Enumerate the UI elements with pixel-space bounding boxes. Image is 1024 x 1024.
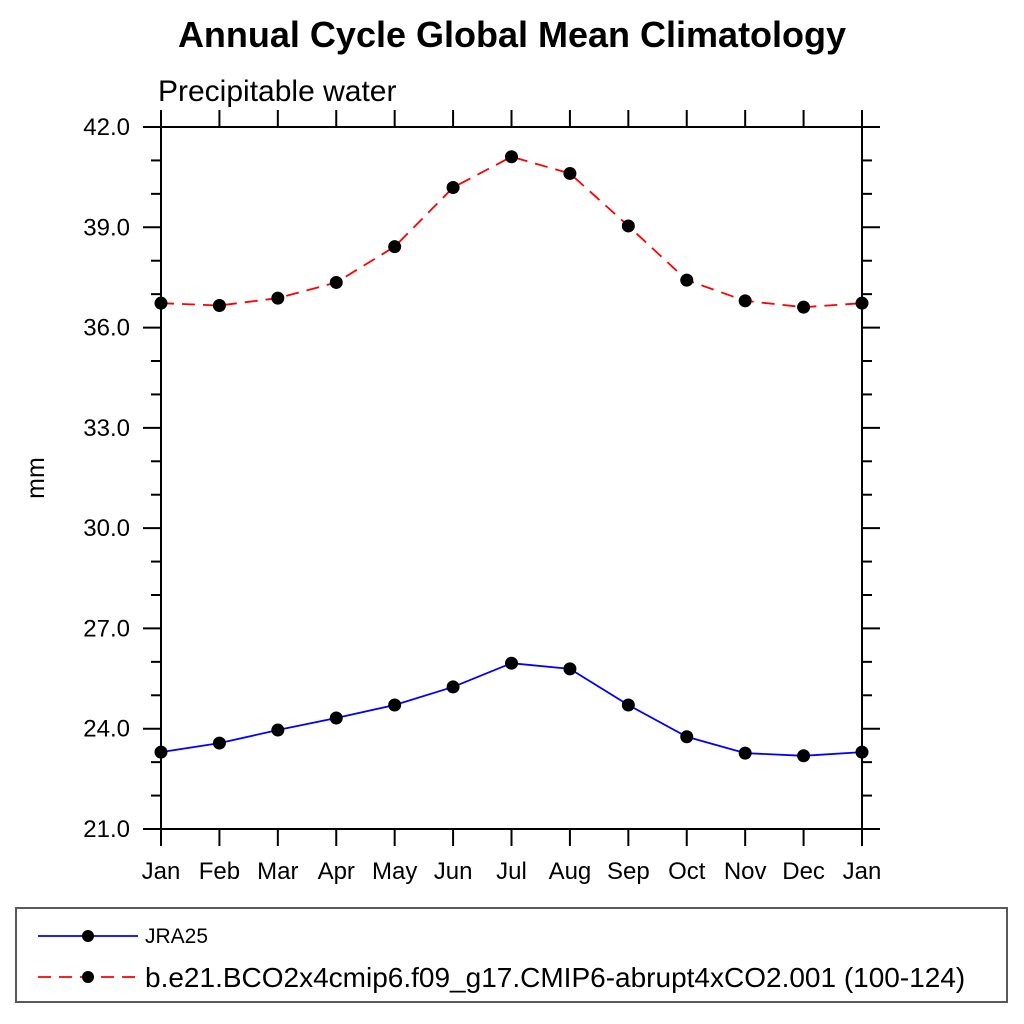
y-tick-label: 33.0: [83, 415, 130, 442]
data-point-marker-0-2: [271, 723, 285, 737]
data-point-marker-0-0: [154, 745, 168, 759]
y-tick-label: 30.0: [83, 515, 130, 542]
data-point-marker-0-12: [855, 745, 869, 759]
chart-title: Annual Cycle Global Mean Climatology: [178, 14, 846, 55]
data-point-marker-0-4: [388, 698, 402, 712]
data-point-marker-1-10: [738, 294, 752, 308]
data-point-marker-1-5: [446, 181, 460, 195]
data-point-marker-0-8: [621, 698, 635, 712]
x-tick-label: Jan: [843, 858, 882, 885]
legend-box: [15, 907, 1008, 1003]
series-line-1: [160, 155, 863, 309]
plot-frame: [160, 126, 863, 830]
y-tick-label: 39.0: [83, 214, 130, 241]
x-tick-label: Jun: [434, 858, 473, 885]
data-point-marker-0-9: [680, 730, 694, 744]
y-tick-label: 36.0: [83, 315, 130, 342]
legend-label-jra25: JRA25: [145, 925, 208, 948]
x-tick-label: Mar: [257, 858, 298, 885]
x-tick-label: Feb: [199, 858, 240, 885]
data-point-marker-1-3: [329, 275, 343, 289]
legend-marker-model: [82, 971, 94, 983]
y-axis-title: mm: [22, 457, 50, 499]
x-tick-label: Sep: [607, 858, 650, 885]
axes-layer: Jan Feb Mar Apr May Jun Jul Aug Sep Oct Nov Dec Jan 2…: [83, 110, 881, 885]
data-point-marker-1-1: [212, 299, 226, 313]
data-point-marker-0-11: [797, 749, 811, 763]
x-tick-label: Jan: [142, 858, 181, 885]
data-point-marker-0-5: [446, 680, 460, 694]
y-tick-label: 27.0: [83, 615, 130, 642]
data-point-marker-0-3: [329, 711, 343, 725]
x-tick-label: Oct: [668, 858, 706, 885]
data-point-marker-1-9: [680, 273, 694, 287]
data-point-marker-0-10: [738, 746, 752, 760]
x-tick-label: Dec: [782, 858, 825, 885]
data-point-marker-0-1: [212, 736, 226, 750]
x-tick-label: Aug: [549, 858, 592, 885]
data-point-marker-1-12: [855, 296, 869, 310]
data-point-marker-1-0: [154, 296, 168, 310]
y-tick-label: 21.0: [83, 816, 130, 843]
x-tick-label: Jul: [496, 858, 527, 885]
data-point-marker-1-6: [505, 150, 518, 164]
series-layer: [154, 150, 869, 763]
data-point-marker-1-4: [388, 240, 402, 254]
y-tick-label: 42.0: [83, 114, 130, 141]
series-line-0: [160, 662, 863, 757]
y-tick-label: 24.0: [83, 716, 130, 743]
x-tick-label: Nov: [724, 858, 767, 885]
data-point-marker-0-7: [563, 662, 577, 676]
chart-subtitle-left: Precipitable water: [158, 75, 396, 108]
data-point-marker-1-7: [563, 166, 577, 180]
data-point-marker-1-2: [271, 291, 285, 305]
x-tick-label: May: [372, 858, 417, 885]
legend-label-model: b.e21.BCO2x4cmip6.f09_g17.CMIP6-abrupt4x…: [145, 962, 965, 993]
data-point-marker-1-8: [621, 219, 635, 233]
data-point-marker-1-11: [797, 300, 811, 314]
legend-marker-jra25: [82, 930, 94, 942]
data-point-marker-0-6: [505, 656, 518, 670]
x-tick-label: Apr: [318, 858, 355, 885]
legend: JRA25 b.e21.BCO2x4cmip6.f09_g17.CMIP6-ab…: [15, 907, 1008, 1003]
